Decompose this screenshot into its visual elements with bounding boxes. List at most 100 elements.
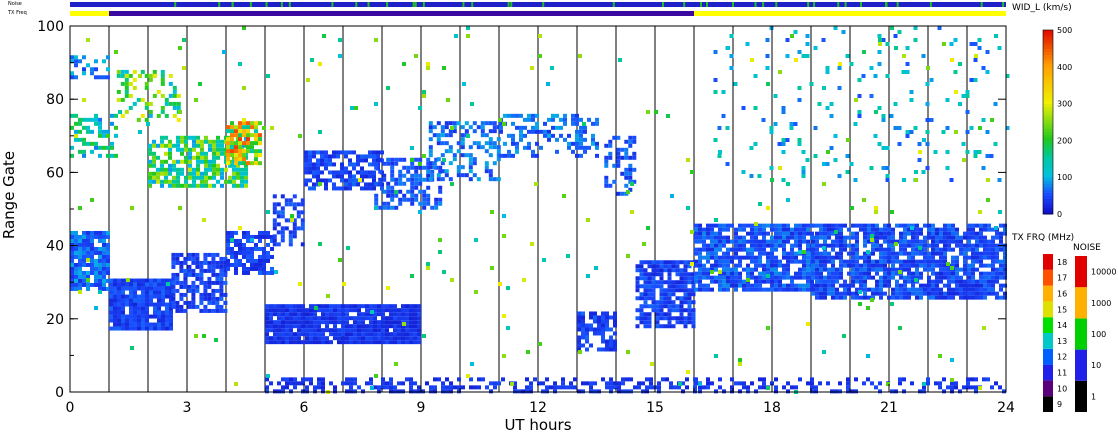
data-cell (730, 271, 734, 276)
data-cell (806, 223, 810, 228)
data-cell (277, 320, 281, 325)
data-cell (373, 332, 377, 337)
data-cell (855, 295, 859, 300)
data-cell (460, 137, 465, 142)
data-cell (975, 295, 979, 300)
txfreq-strip-label: TX Freq (7, 10, 27, 16)
data-cell (328, 154, 332, 159)
data-cell (718, 385, 722, 390)
data-cell (874, 110, 878, 114)
data-cell (839, 275, 843, 280)
data-cell (730, 279, 734, 284)
data-cell (148, 113, 153, 118)
noise-strip-tick (837, 2, 840, 7)
data-cell (754, 275, 758, 280)
data-cell (575, 153, 579, 158)
data-cell (172, 159, 176, 164)
data-cell (903, 279, 907, 284)
data-cell (464, 121, 469, 126)
data-cell (782, 247, 786, 252)
data-cell (372, 154, 376, 159)
data-cell (845, 54, 850, 58)
data-cell (429, 389, 433, 394)
data-cell (630, 210, 634, 214)
data-cell (74, 137, 78, 142)
data-cell (527, 141, 531, 146)
data-cell (835, 251, 839, 256)
data-cell (823, 235, 827, 240)
data-cell (410, 201, 415, 206)
data-cell (296, 202, 301, 207)
data-cell (176, 117, 181, 122)
data-cell (265, 308, 269, 313)
data-cell (781, 178, 786, 182)
data-cell (831, 243, 835, 248)
data-cell (979, 275, 983, 280)
data-cell (332, 170, 336, 175)
data-cell (183, 292, 188, 297)
data-cell (98, 286, 102, 291)
data-cell (519, 125, 523, 130)
data-cell (318, 62, 322, 66)
data-cell (915, 227, 919, 232)
data-cell (285, 336, 289, 341)
data-cell (238, 262, 242, 267)
data-cell (581, 343, 585, 348)
data-cell (986, 198, 990, 202)
data-cell (847, 271, 851, 276)
data-cell (999, 259, 1003, 264)
data-cell (875, 279, 879, 284)
data-cell (266, 230, 270, 235)
data-cell (758, 385, 762, 390)
data-cell (671, 308, 676, 313)
data-cell (827, 259, 831, 264)
data-cell (374, 165, 379, 170)
data-cell (120, 73, 125, 78)
data-cell (827, 235, 831, 240)
data-cell (369, 336, 373, 341)
data-cell (187, 268, 192, 273)
data-cell (329, 320, 333, 325)
data-cell (943, 251, 947, 256)
data-cell (106, 145, 110, 150)
data-cell (617, 381, 621, 386)
data-cell (244, 183, 248, 188)
data-cell (254, 258, 258, 263)
data-cell (893, 102, 898, 106)
data-cell (365, 332, 369, 337)
colorbar-width-segment (1043, 210, 1053, 215)
data-cell (86, 230, 90, 235)
data-cell (790, 259, 794, 264)
data-cell (612, 135, 617, 140)
data-cell (835, 267, 839, 272)
data-cell (276, 214, 281, 219)
data-cell (98, 230, 102, 235)
data-cell (961, 142, 966, 146)
data-cell (982, 326, 986, 330)
data-cell (277, 381, 281, 386)
data-cell (859, 227, 863, 232)
data-cell (171, 276, 176, 281)
data-cell (308, 186, 312, 191)
data-cell (289, 320, 293, 325)
data-cell (915, 251, 919, 256)
data-cell (939, 267, 943, 272)
data-cell (98, 129, 102, 134)
data-cell (215, 264, 220, 269)
data-cell (687, 308, 692, 313)
data-cell (262, 270, 266, 275)
data-cell (418, 189, 423, 194)
data-cell (738, 389, 742, 394)
data-cell (910, 381, 914, 386)
data-cell (238, 121, 242, 126)
data-cell (871, 259, 875, 264)
data-cell (266, 254, 270, 259)
data-cell (246, 141, 250, 146)
data-cell (947, 239, 951, 244)
data-cell (356, 162, 360, 167)
data-cell (831, 239, 835, 244)
data-cell (507, 149, 511, 154)
data-cell (309, 381, 313, 386)
data-cell (74, 59, 78, 64)
data-cell (368, 182, 372, 187)
